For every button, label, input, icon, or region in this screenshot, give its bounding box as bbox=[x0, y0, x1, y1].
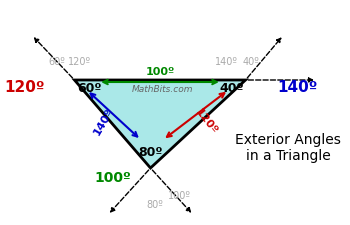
Text: 140º: 140º bbox=[91, 107, 115, 137]
Text: 80º: 80º bbox=[147, 200, 164, 210]
Text: 80º: 80º bbox=[138, 146, 163, 160]
Text: 140º: 140º bbox=[215, 57, 238, 67]
Text: MathBits.com: MathBits.com bbox=[132, 86, 194, 94]
Text: 40º: 40º bbox=[243, 57, 260, 67]
Text: 40º: 40º bbox=[219, 81, 244, 94]
Text: 100º: 100º bbox=[145, 67, 175, 77]
Text: Exterior Angles
in a Triangle: Exterior Angles in a Triangle bbox=[235, 133, 341, 163]
Text: 60º: 60º bbox=[77, 81, 102, 94]
Text: 120º: 120º bbox=[68, 57, 91, 67]
Text: 100º: 100º bbox=[168, 191, 190, 201]
Text: 140º: 140º bbox=[278, 81, 318, 95]
Text: 120º: 120º bbox=[193, 107, 219, 137]
Text: 100º: 100º bbox=[94, 171, 131, 185]
Text: 60º: 60º bbox=[48, 57, 65, 67]
Polygon shape bbox=[75, 80, 246, 168]
Text: 120º: 120º bbox=[4, 81, 44, 95]
